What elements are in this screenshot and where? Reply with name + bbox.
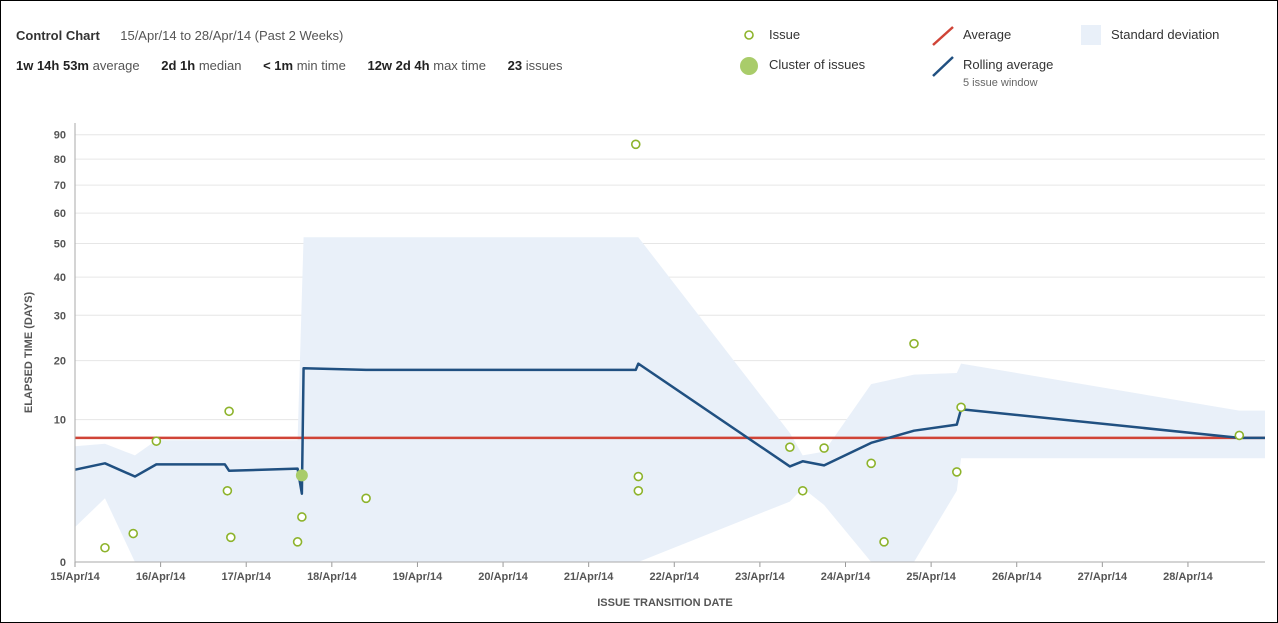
stat-max-time: 12w 2d 4h max time <box>367 58 486 73</box>
issue-point <box>909 338 919 349</box>
stddev-band <box>75 237 1265 563</box>
issue-point <box>226 532 236 543</box>
issue-point <box>222 485 233 496</box>
x-tick-label: 20/Apr/14 <box>478 571 528 583</box>
issue-point <box>292 537 303 547</box>
y-axis-label: ELAPSED TIME (DAYS) <box>23 292 35 414</box>
x-tick-label: 24/Apr/14 <box>821 571 871 583</box>
x-tick-label: 15/Apr/14 <box>50 571 100 583</box>
y-tick-label: 40 <box>54 272 66 284</box>
cluster-point <box>295 469 308 482</box>
cluster-legend-icon <box>740 57 758 75</box>
rolling-average-legend-icon <box>932 56 954 77</box>
legend-issue[interactable]: Issue <box>769 27 801 42</box>
summary-stats: 1w 14h 53m average 2d 1h median < 1m min… <box>16 58 581 73</box>
issue-point <box>951 467 962 477</box>
issue-point <box>128 528 139 539</box>
legend-swatches-left <box>740 30 758 75</box>
x-tick-label: 25/Apr/14 <box>906 571 956 583</box>
y-tick-label: 30 <box>54 310 66 322</box>
average-legend-icon <box>932 26 954 46</box>
stat-average: 1w 14h 53m average <box>16 58 140 73</box>
issue-point <box>785 442 795 452</box>
issue-point <box>633 485 644 496</box>
issue-point <box>633 471 644 482</box>
y-tick-label: 70 <box>54 180 66 192</box>
legend-rolling-window: 5 issue window <box>963 77 1038 89</box>
y-tick-label: 50 <box>54 239 66 251</box>
legend-swatches-mid <box>932 26 954 77</box>
stat-min-time: < 1m min time <box>263 58 346 73</box>
legend-stddev[interactable]: Standard deviation <box>1111 27 1220 42</box>
stddev-legend-icon <box>1081 25 1101 45</box>
issue-point <box>1234 430 1245 441</box>
issue-point <box>879 537 889 547</box>
issue-point <box>630 139 641 150</box>
x-tick-label: 19/Apr/14 <box>393 571 443 583</box>
x-tick-label: 28/Apr/14 <box>1163 571 1213 583</box>
x-tick-label: 16/Apr/14 <box>136 571 186 583</box>
issue-point <box>866 458 876 469</box>
date-range: 15/Apr/14 to 28/Apr/14 (Past 2 Weeks) <box>120 28 344 43</box>
chart-header: Control Chart 15/Apr/14 to 28/Apr/14 (Pa… <box>16 27 343 45</box>
x-tick-label: 21/Apr/14 <box>564 571 614 583</box>
stat-median: 2d 1h median <box>161 58 242 73</box>
issue-point <box>797 485 808 496</box>
legend-rolling-average[interactable]: Rolling average <box>963 57 1054 72</box>
x-tick-label: 18/Apr/14 <box>307 571 357 583</box>
y-tick-label: 90 <box>54 130 66 142</box>
y-tick-label: 10 <box>54 415 66 427</box>
issue-point <box>956 402 966 413</box>
x-tick-label: 23/Apr/14 <box>735 571 785 583</box>
x-tick-label: 27/Apr/14 <box>1078 571 1128 583</box>
rolling-average-line <box>74 362 1265 495</box>
x-tick-label: 17/Apr/14 <box>221 571 271 583</box>
chart-title: Control Chart <box>16 28 100 43</box>
x-tick-label: 26/Apr/14 <box>992 571 1042 583</box>
issue-point <box>361 493 371 504</box>
y-tick-label: 80 <box>54 154 66 166</box>
y-tick-label: 0 <box>60 557 66 569</box>
stat-issues: 23 issues <box>507 58 563 73</box>
issue-point <box>224 406 234 417</box>
issue-point <box>297 512 307 522</box>
issue-point <box>100 542 110 553</box>
legend-average[interactable]: Average <box>963 27 1012 42</box>
issue-point <box>151 436 162 446</box>
issue-legend-icon <box>744 30 754 40</box>
y-tick-label: 20 <box>54 356 66 368</box>
legend-cluster[interactable]: Cluster of issues <box>769 57 866 72</box>
issue-point <box>819 443 829 453</box>
x-axis-label: ISSUE TRANSITION DATE <box>597 597 732 609</box>
x-tick-label: 22/Apr/14 <box>650 571 700 583</box>
y-tick-label: 60 <box>54 208 66 220</box>
